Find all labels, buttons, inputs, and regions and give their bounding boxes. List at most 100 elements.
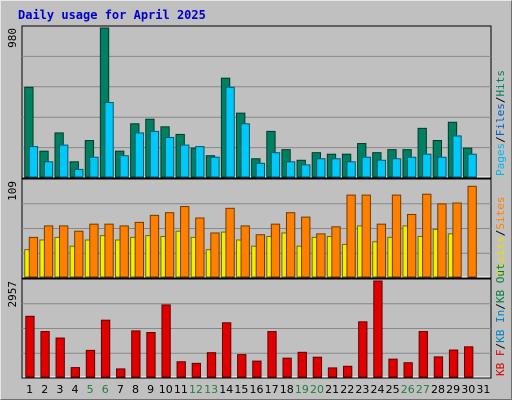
- bar-kb-f-day-15: [237, 354, 247, 378]
- bar-files-day-22: [346, 161, 356, 178]
- bar-sites-day-12: [195, 217, 205, 278]
- bar-files-day-16: [255, 162, 266, 178]
- legend-item: KB Out: [494, 263, 507, 303]
- bar-files-day-7: [119, 155, 129, 178]
- bar-sites-day-17: [270, 223, 281, 278]
- bar-kb-f-day-16: [252, 360, 262, 378]
- bar-kb-f-day-12: [191, 362, 202, 378]
- x-tick-label-day-13: 13: [204, 383, 218, 396]
- legend-item: Hits: [494, 70, 507, 97]
- x-tick-label-day-12: 12: [189, 383, 203, 396]
- bar-kb-f-day-27: [418, 331, 428, 378]
- bar-files-day-15: [240, 123, 250, 178]
- bar-files-day-24: [376, 159, 387, 178]
- x-tick-label-day-31: 31: [476, 383, 490, 396]
- bar-kb-f-day-22: [342, 365, 353, 378]
- bar-kb-f-day-6: [100, 319, 111, 378]
- bar-sites-day-25: [391, 194, 402, 278]
- x-tick-label-day-22: 22: [340, 383, 354, 396]
- bar-files-day-4: [74, 168, 84, 178]
- chart-title: Daily usage for April 2025: [18, 8, 206, 22]
- bar-sites-day-29: [452, 202, 462, 278]
- bar-sites-day-15: [240, 225, 250, 278]
- legend-item: Sites: [494, 197, 507, 230]
- bar-files-day-2: [43, 161, 54, 178]
- bar-sites-day-22: [346, 194, 356, 278]
- legend-item: KB F: [494, 350, 507, 377]
- x-tick-label-day-23: 23: [355, 383, 369, 396]
- bar-sites-day-14: [225, 207, 235, 278]
- bar-files-day-5: [89, 156, 99, 178]
- bar-files-day-3: [59, 144, 69, 178]
- bar-kb-f-day-3: [55, 337, 65, 378]
- bar-sites-day-21: [331, 226, 341, 278]
- bar-kb-f-day-25: [388, 358, 398, 378]
- bar-kb-f-day-1: [25, 315, 35, 378]
- x-tick-label-day-27: 27: [416, 383, 430, 396]
- legend-item: Visits: [494, 236, 507, 276]
- legend-item: /: [494, 303, 507, 310]
- x-tick-label-day-25: 25: [386, 383, 400, 396]
- x-tick-label-day-26: 26: [401, 383, 415, 396]
- x-tick-label-day-19: 19: [295, 383, 309, 396]
- bar-files-day-13: [210, 156, 220, 178]
- bar-kb-f-day-21: [327, 367, 338, 378]
- bar-kb-f-day-29: [448, 349, 459, 378]
- bar-kb-f-day-18: [282, 357, 292, 378]
- bar-kb-f-day-8: [131, 330, 141, 378]
- bar-sites-day-20: [316, 233, 326, 278]
- bar-sites-day-26: [406, 213, 417, 278]
- x-tick-label-day-14: 14: [219, 383, 233, 396]
- bar-sites-day-6: [104, 223, 114, 278]
- bar-kb-f-day-10: [161, 304, 171, 378]
- bar-files-day-1: [28, 146, 39, 178]
- bar-sites-day-16: [255, 234, 266, 278]
- panel-legend: KB F/KB In/KB Out: [494, 263, 507, 376]
- bar-files-day-8: [134, 132, 144, 178]
- bar-sites-day-1: [28, 236, 39, 278]
- bar-sites-day-4: [74, 230, 84, 278]
- legend-item: Pages: [494, 143, 507, 176]
- legend-item: KB In: [494, 310, 507, 343]
- bar-files-day-12: [195, 146, 205, 178]
- bar-kb-f-day-7: [116, 368, 126, 378]
- bar-kb-f-day-11: [176, 361, 186, 378]
- panel-max-label: 109: [6, 181, 19, 201]
- bar-sites-day-8: [134, 221, 144, 278]
- bar-sites-day-2: [43, 225, 54, 278]
- bar-sites-day-19: [301, 216, 311, 278]
- panel-max-label: 980: [6, 28, 19, 48]
- bar-sites-day-18: [285, 212, 296, 278]
- bar-kb-f-day-28: [433, 356, 444, 378]
- bar-sites-day-11: [180, 206, 190, 278]
- bar-sites-day-27: [422, 193, 432, 278]
- x-tick-label-day-30: 30: [461, 383, 475, 396]
- x-tick-label-day-1: 1: [26, 383, 33, 396]
- x-tick-label-day-4: 4: [71, 383, 78, 396]
- bar-kb-f-day-13: [206, 352, 217, 378]
- x-tick-label-day-10: 10: [159, 383, 173, 396]
- x-tick-label-day-15: 15: [234, 383, 248, 396]
- legend-item: Files: [494, 103, 507, 136]
- bar-files-day-25: [391, 158, 402, 178]
- bar-files-day-10: [164, 136, 175, 178]
- bar-kb-f-day-14: [221, 322, 232, 378]
- bar-files-day-29: [452, 135, 462, 178]
- bar-sites-day-24: [376, 223, 387, 278]
- bar-files-day-14: [225, 86, 235, 178]
- panel-max-label: 2957: [6, 281, 19, 308]
- x-tick-label-day-29: 29: [446, 383, 460, 396]
- bar-kb-f-day-9: [146, 332, 156, 378]
- bar-files-day-11: [180, 144, 190, 178]
- x-tick-label-day-28: 28: [431, 383, 445, 396]
- bar-sites-day-3: [59, 225, 69, 278]
- legend-item: /: [494, 230, 507, 237]
- bar-kb-f-day-30: [464, 346, 474, 378]
- bar-sites-day-5: [89, 223, 99, 278]
- bar-files-day-23: [361, 156, 371, 178]
- bar-files-day-28: [437, 156, 447, 178]
- bar-sites-day-9: [149, 214, 160, 278]
- bar-files-day-17: [270, 152, 281, 178]
- bar-files-day-21: [331, 158, 341, 178]
